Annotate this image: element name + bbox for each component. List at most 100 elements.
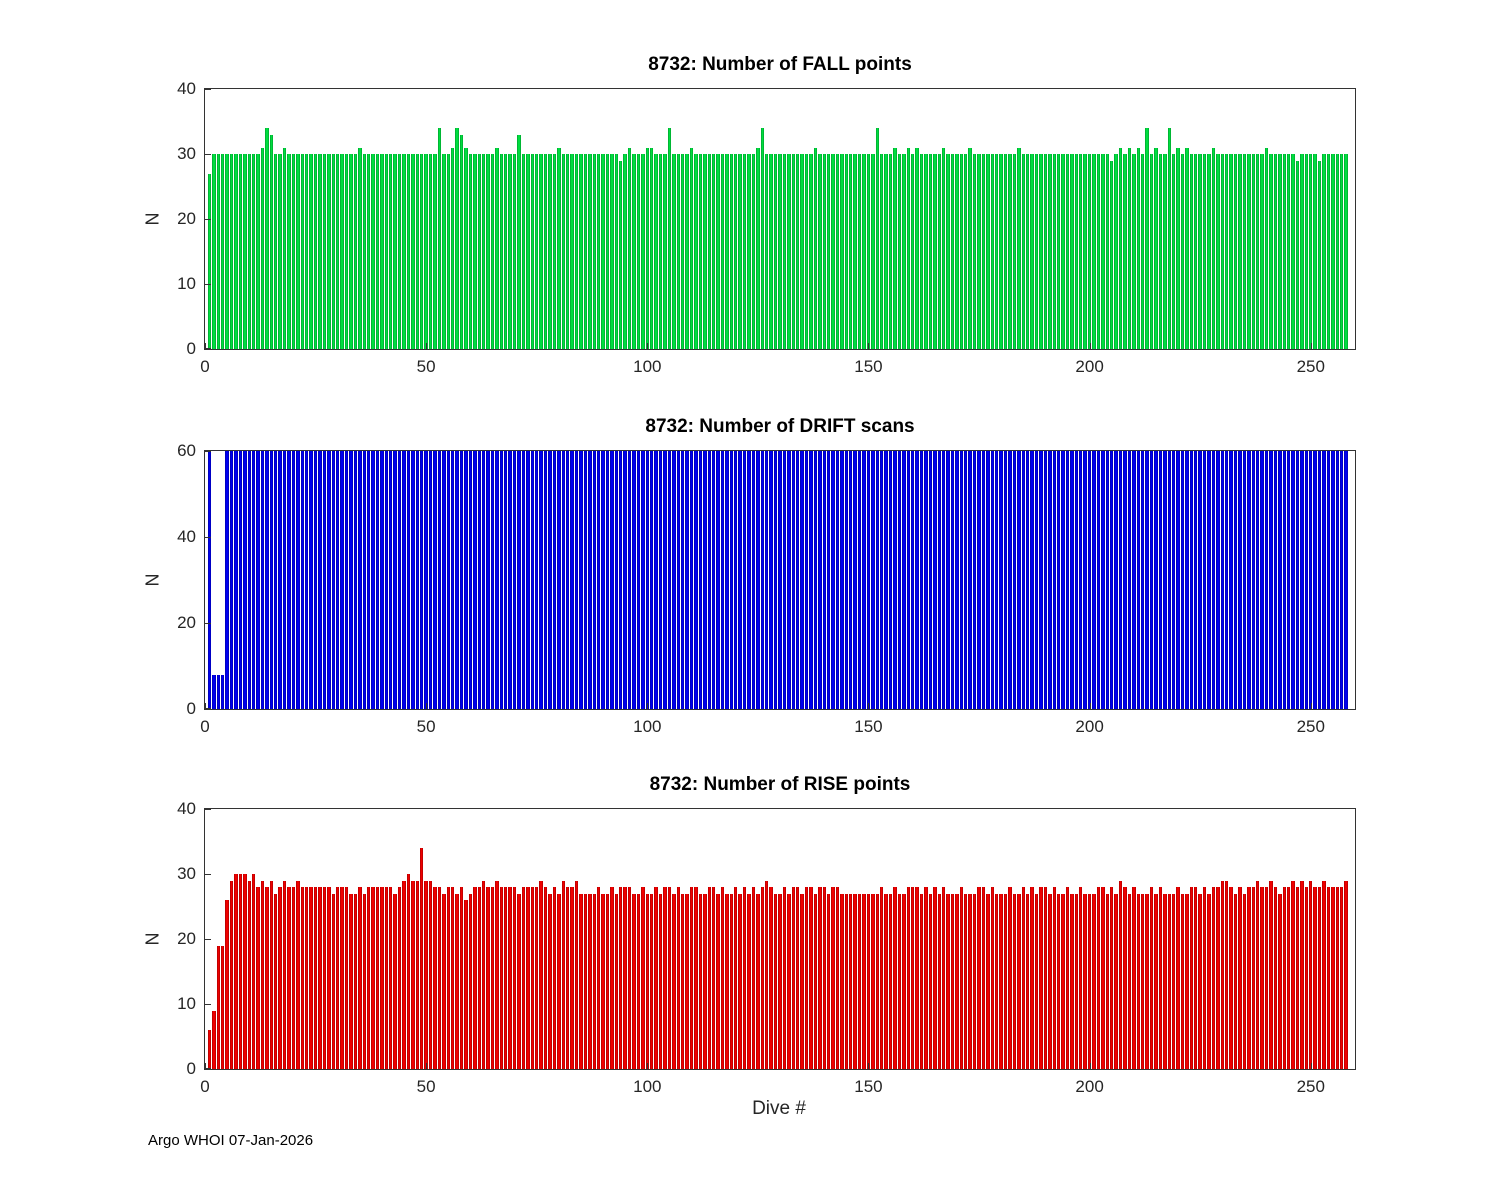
bar — [800, 893, 804, 1069]
bar — [1326, 451, 1331, 709]
bar — [340, 154, 344, 349]
bar — [778, 893, 782, 1069]
bar — [1171, 451, 1176, 709]
bar — [481, 451, 486, 709]
bar — [778, 451, 782, 709]
bar — [1251, 154, 1255, 349]
bar — [959, 451, 964, 709]
bar — [619, 160, 623, 349]
bar — [680, 451, 685, 709]
bar — [1295, 451, 1300, 709]
bar — [760, 887, 765, 1069]
bar — [747, 893, 751, 1069]
bar — [1216, 451, 1220, 709]
bar — [742, 887, 747, 1069]
bar — [349, 154, 353, 349]
bar — [924, 887, 928, 1069]
bar — [543, 451, 548, 709]
bar — [902, 893, 906, 1069]
bar — [477, 451, 481, 709]
bar — [517, 134, 521, 349]
bar — [1154, 147, 1158, 349]
bar — [1269, 154, 1273, 349]
bar — [1114, 893, 1118, 1069]
bar — [1255, 451, 1260, 709]
bar — [893, 147, 897, 349]
bar — [1136, 451, 1140, 709]
bar — [1185, 893, 1189, 1069]
y-tick-mark — [205, 938, 211, 940]
bar — [300, 451, 305, 709]
bar — [574, 451, 579, 709]
bar — [1202, 887, 1207, 1069]
bar — [1061, 893, 1065, 1069]
bar — [986, 451, 990, 709]
bar — [849, 154, 853, 349]
bar — [884, 451, 888, 709]
bar — [822, 451, 826, 709]
bar — [588, 451, 592, 709]
x-tick-mark — [426, 1063, 428, 1069]
bar — [765, 880, 769, 1069]
bar — [698, 893, 703, 1069]
y-tick-mark — [205, 536, 211, 538]
x-tick-mark — [868, 703, 870, 709]
bar — [234, 451, 238, 709]
bar — [309, 887, 313, 1069]
bar — [946, 154, 950, 349]
bar — [950, 893, 955, 1069]
bar — [446, 154, 450, 349]
bar — [866, 893, 871, 1069]
x-tick-label: 150 — [854, 717, 883, 736]
bar — [619, 451, 623, 709]
bar — [663, 451, 667, 709]
bar — [773, 893, 778, 1069]
bar — [968, 893, 972, 1069]
bar — [875, 128, 880, 349]
bar — [999, 893, 1003, 1069]
bar — [1096, 154, 1101, 349]
bar — [393, 451, 397, 709]
bar — [340, 451, 344, 709]
bar — [813, 451, 818, 709]
bar — [826, 154, 831, 349]
x-tick-mark — [647, 1063, 649, 1069]
bar — [756, 147, 760, 349]
bar — [813, 893, 818, 1069]
bar — [627, 451, 632, 709]
bar — [964, 451, 968, 709]
bar — [1149, 451, 1154, 709]
bar — [229, 451, 234, 709]
bar — [1194, 451, 1198, 709]
bar — [530, 887, 535, 1069]
bar — [548, 451, 552, 709]
bar — [543, 887, 548, 1069]
bar — [636, 451, 641, 709]
bar — [910, 887, 915, 1069]
bar — [950, 451, 955, 709]
bar — [305, 154, 309, 349]
bar — [1202, 451, 1207, 709]
bar — [389, 887, 393, 1069]
bar — [1180, 451, 1185, 709]
bar — [583, 451, 588, 709]
bar — [1061, 451, 1065, 709]
bar — [946, 451, 950, 709]
bar — [636, 154, 641, 349]
y-tick-mark — [205, 348, 211, 349]
bar — [588, 893, 592, 1069]
bar — [720, 451, 725, 709]
bar — [1087, 893, 1092, 1069]
bar — [1092, 893, 1096, 1069]
bar — [986, 893, 990, 1069]
bar — [300, 887, 305, 1069]
bar — [455, 451, 459, 709]
bar — [650, 451, 654, 709]
bar — [893, 887, 897, 1069]
bar — [605, 893, 610, 1069]
bar — [862, 154, 866, 349]
bar — [977, 154, 981, 349]
bar — [1194, 154, 1198, 349]
bar — [1012, 451, 1017, 709]
